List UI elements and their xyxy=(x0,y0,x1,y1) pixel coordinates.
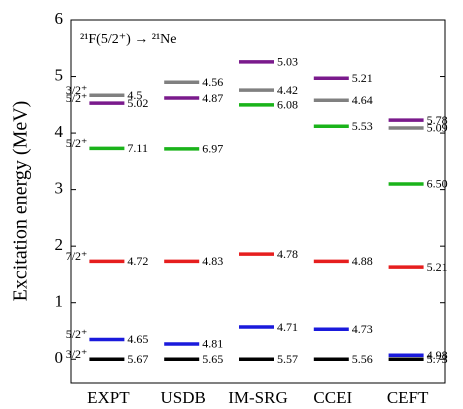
level-label: 4.65 xyxy=(127,332,148,346)
y-tick-label: 5 xyxy=(55,65,64,84)
level-label: 4.42 xyxy=(277,83,298,97)
level-label: 5.67 xyxy=(127,352,148,366)
chart-title: ²¹F(5/2⁺) → ²¹Ne xyxy=(80,32,177,47)
level-label: 6.50 xyxy=(427,177,448,191)
plot-frame xyxy=(70,19,446,384)
spin-label: 5/2⁺ xyxy=(66,91,88,105)
level-label: 5.57 xyxy=(277,352,298,366)
level-label: 4.73 xyxy=(352,322,373,336)
level-label: 5.56 xyxy=(352,352,373,366)
level-label: 4.72 xyxy=(127,254,148,268)
level-label: 5.03 xyxy=(277,55,298,69)
y-tick-label: 6 xyxy=(55,9,64,28)
spin-label: 5/2⁺ xyxy=(66,327,88,341)
spin-label: 7/2⁺ xyxy=(66,249,88,263)
x-tick-label: USDB xyxy=(161,388,206,407)
y-tick-label: 3 xyxy=(55,179,64,198)
level-label: 4.78 xyxy=(277,247,298,261)
level-label: 5.02 xyxy=(127,96,148,110)
level-label: 5.53 xyxy=(352,119,373,133)
level-label: 4.87 xyxy=(202,91,223,105)
y-tick-label: 2 xyxy=(55,235,64,254)
level-label: 4.5 xyxy=(127,88,142,102)
x-tick-label: CCEI xyxy=(313,388,352,407)
spin-label: 3/2⁺ xyxy=(66,347,88,361)
spin-label: 3/2⁺ xyxy=(66,83,88,97)
level-label: 4.81 xyxy=(202,337,223,351)
spin-label: 5/2⁺ xyxy=(66,136,88,150)
y-tick-label: 1 xyxy=(55,292,64,311)
x-tick-label: EXPT xyxy=(87,388,130,407)
level-label: 6.97 xyxy=(202,142,223,156)
level-label: 6.08 xyxy=(277,98,298,112)
y-tick-label: 4 xyxy=(55,122,64,141)
level-label: 5.09 xyxy=(427,121,448,135)
level-label: 5.21 xyxy=(427,260,448,274)
level-label: 4.56 xyxy=(202,75,223,89)
y-tick-label: 0 xyxy=(55,348,64,367)
level-label: 5.65 xyxy=(202,352,223,366)
y-axis-label: Excitation energy (MeV) xyxy=(10,101,32,302)
level-label: 4.64 xyxy=(352,93,373,107)
level-label: 4.98 xyxy=(427,348,448,362)
level-label: 5.78 xyxy=(427,113,448,127)
level-label: 7.11 xyxy=(127,141,148,155)
level-label: 5.73 xyxy=(427,352,448,366)
level-label: 4.71 xyxy=(277,320,298,334)
level-label: 4.88 xyxy=(352,254,373,268)
x-tick-label: IM-SRG xyxy=(228,388,288,407)
x-tick-label: CEFT xyxy=(387,388,429,407)
level-label: 4.83 xyxy=(202,254,223,268)
level-label: 5.21 xyxy=(352,71,373,85)
